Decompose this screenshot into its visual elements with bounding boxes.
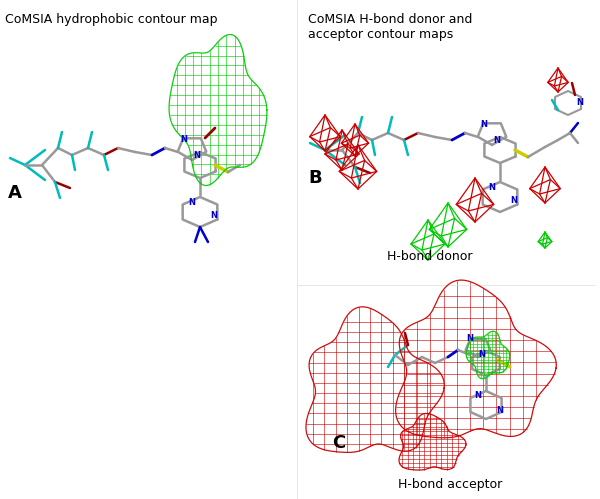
Text: N: N (466, 334, 473, 343)
Text: H-bond donor: H-bond donor (387, 250, 473, 263)
Text: N: N (180, 135, 187, 144)
Text: N: N (496, 406, 503, 415)
Text: N: N (576, 98, 583, 107)
Text: N: N (210, 211, 217, 220)
Text: N: N (193, 151, 200, 160)
Text: A: A (8, 184, 22, 202)
Text: N: N (510, 196, 517, 205)
Text: B: B (308, 169, 322, 187)
Text: CoMSIA hydrophobic contour map: CoMSIA hydrophobic contour map (5, 13, 218, 26)
Text: H-bond acceptor: H-bond acceptor (398, 478, 502, 491)
Text: N: N (478, 350, 485, 359)
Text: N: N (474, 391, 481, 400)
Text: C: C (332, 434, 345, 452)
Text: CoMSIA H-bond donor and
acceptor contour maps: CoMSIA H-bond donor and acceptor contour… (308, 13, 472, 41)
Text: N: N (188, 198, 195, 207)
Text: N: N (493, 136, 500, 145)
Text: N: N (480, 120, 487, 129)
Text: N: N (488, 183, 495, 192)
